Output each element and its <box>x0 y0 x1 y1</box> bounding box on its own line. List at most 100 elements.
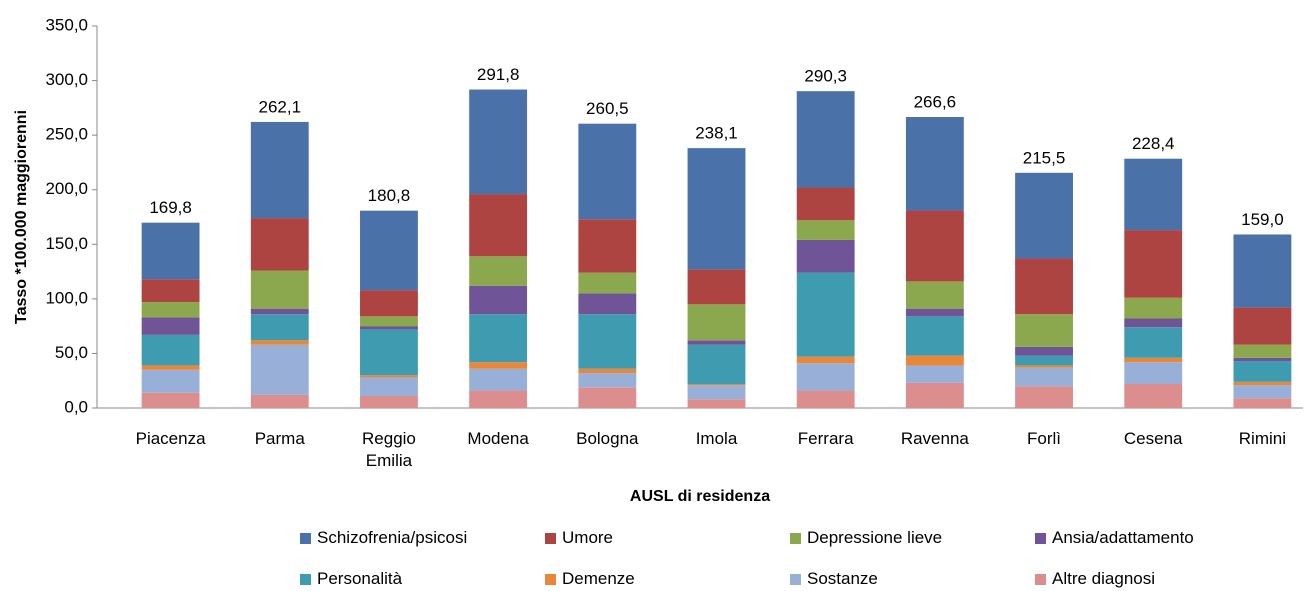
bar-segment <box>687 385 746 400</box>
y-axis-title: Tasso *100.000 maggiorenni <box>13 110 30 324</box>
legend-swatch <box>545 532 556 544</box>
bar-segment <box>796 356 855 364</box>
total-label: 159,0 <box>1241 210 1284 229</box>
bar-segment <box>1233 234 1292 308</box>
bar-segment <box>687 340 746 345</box>
y-tick-label: 200,0 <box>45 179 88 198</box>
bar-segment <box>1124 297 1183 319</box>
x-tick-label: Rimini <box>1238 429 1287 448</box>
x-tick-label: Piacenza <box>135 429 206 448</box>
bar-segment <box>360 316 418 327</box>
bar-segment <box>141 222 200 280</box>
bar-segment <box>141 369 200 393</box>
legend-item: Altre diagnosi <box>1035 569 1155 589</box>
bar-segment <box>687 383 746 386</box>
bar-segment <box>578 368 637 374</box>
bar-segment <box>1015 172 1073 259</box>
bar-segment <box>1124 327 1183 358</box>
bar-segment <box>1015 355 1073 366</box>
bar-segment <box>1233 385 1292 399</box>
y-tick-label: 300,0 <box>45 70 88 89</box>
bar-segment <box>469 362 528 369</box>
bar-segment <box>796 91 855 188</box>
x-tick-label: Cesena <box>1123 429 1183 448</box>
legend-swatch <box>790 573 801 585</box>
bar-segment <box>360 375 418 378</box>
x-tick-label: Modena <box>467 429 529 448</box>
bar-segment <box>905 117 964 211</box>
total-label: 228,4 <box>1132 134 1175 153</box>
bar-segment <box>905 308 964 317</box>
legend-swatch <box>1035 573 1046 585</box>
bar-segment <box>905 281 964 309</box>
y-tick-label: 0,0 <box>64 397 88 416</box>
bar-segment <box>250 340 309 345</box>
bar-segment <box>1124 318 1183 328</box>
bar-segment <box>905 382 964 408</box>
bar-segment <box>360 377 418 396</box>
bar-segment <box>469 89 528 195</box>
bar-segment <box>1015 365 1073 368</box>
bar-segment <box>250 121 309 219</box>
legend-item: Ansia/adattamento <box>1035 528 1194 548</box>
bar-segment <box>141 392 200 408</box>
legend-swatch <box>300 573 311 585</box>
bar-segment <box>1233 381 1292 386</box>
legend-swatch <box>545 573 556 585</box>
bar-segment <box>1233 398 1292 408</box>
bar-segment <box>796 239 855 273</box>
bar-segment <box>905 316 964 356</box>
bar-segment <box>250 218 309 271</box>
legend-item: Schizofrenia/psicosi <box>300 528 467 548</box>
bar-segment <box>578 219 637 273</box>
bar-segment <box>1124 357 1183 363</box>
bar-segment <box>141 302 200 318</box>
legend-item: Demenze <box>545 569 635 589</box>
bar-segment <box>905 355 964 366</box>
legend-label: Personalità <box>317 569 403 588</box>
bar-segment <box>141 365 200 370</box>
bar-segment <box>1015 314 1073 347</box>
bar-segment <box>1233 361 1292 382</box>
bar-segment <box>905 210 964 282</box>
legend-label: Depressione lieve <box>807 528 943 547</box>
y-tick-label: 250,0 <box>45 125 88 144</box>
bar-segment <box>250 394 309 408</box>
x-tick-label: Parma <box>254 429 305 448</box>
legend-swatch <box>790 532 801 544</box>
bar-segment <box>469 368 528 391</box>
total-label: 290,3 <box>804 67 847 86</box>
x-tick-label: Ravenna <box>900 429 969 448</box>
bar-segment <box>360 329 418 376</box>
legend-label: Umore <box>562 528 614 547</box>
y-tick-label: 100,0 <box>45 288 88 307</box>
bar-segment <box>1015 386 1073 408</box>
total-label: 215,5 <box>1023 148 1066 167</box>
bar-segment <box>360 395 418 408</box>
bar-segment <box>796 220 855 240</box>
bar-segment <box>905 365 964 383</box>
bar-segment <box>250 314 309 341</box>
bar-segment <box>796 187 855 221</box>
bar-segment <box>578 293 637 315</box>
x-tick-label: Bologna <box>576 429 639 448</box>
bar-segment <box>796 363 855 391</box>
total-label: 291,8 <box>477 65 520 84</box>
total-label: 262,1 <box>258 97 301 116</box>
bar-segment <box>360 290 418 317</box>
legend-label: Sostanze <box>807 569 878 588</box>
bar-segment <box>469 194 528 257</box>
bar-segment <box>578 123 637 220</box>
bar-segment <box>250 308 309 315</box>
legend-item: Umore <box>545 528 613 548</box>
bar-segment <box>578 387 637 408</box>
legend-swatch <box>300 532 311 544</box>
bar-segment <box>1124 383 1183 408</box>
x-tick-label: Forlì <box>1027 429 1062 448</box>
bar-segment <box>1124 158 1183 231</box>
bar-segment <box>687 344 746 384</box>
bar-segment <box>1124 362 1183 384</box>
bar-segment <box>360 210 418 291</box>
